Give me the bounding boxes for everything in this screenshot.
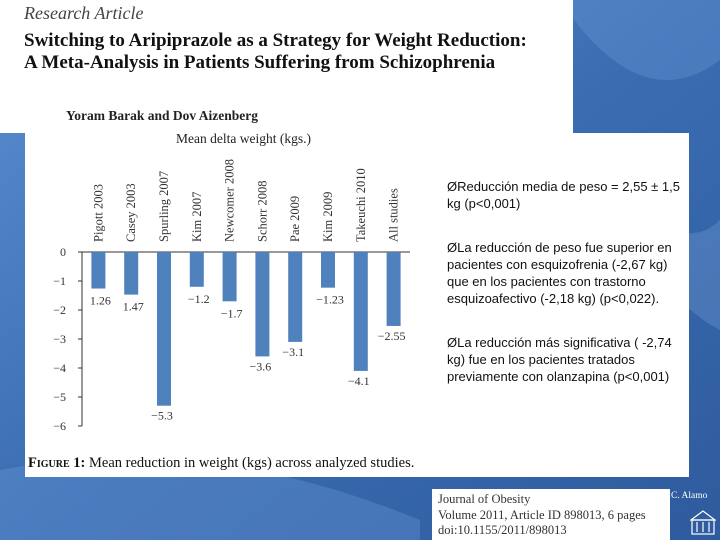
article-title-line-2: A Meta-Analysis in Patients Suffering fr… [24,52,496,73]
chart-data-label: −1.2 [188,292,210,306]
chart-y-tick-label: −3 [53,332,66,346]
chart-category-label: All studies [387,188,401,242]
chart-category-label: Spurling 2007 [157,171,171,242]
chart-y-tick-label: 0 [60,245,66,259]
figure-caption-label: Figure 1: [28,455,86,471]
chart-data-label: −3.1 [282,345,304,359]
chart-bar [255,252,270,357]
journal-name: Journal of Obesity [438,492,531,506]
bullet-olanzapina: ØLa reducción más significativa ( -2,74 … [447,335,672,384]
chart-y-tick-label: −5 [53,390,66,404]
chart-y-tick-label: −6 [53,419,66,433]
chart-category-label: Schorr 2008 [255,181,269,242]
article-type: Research Article [24,3,144,23]
chart-category-label: Newcomer 2008 [223,159,237,242]
chart-category-label: Pae 2009 [288,196,302,242]
journal-volume: Volume 2011, Article ID 898013, 6 pages [438,507,646,522]
chart-data-label: −4.1 [348,374,370,388]
figure-caption: Figure 1: Mean reduction in weight (kgs)… [28,455,414,472]
summary-bullets: ØReducción media de peso = 2,55 ± 1,5 kg… [447,178,687,412]
chart-category-label: Kim 2009 [321,192,335,242]
chart-data-label: −1.23 [316,293,344,307]
chart-category-label: Takeuchi 2010 [354,168,368,242]
chart-y-tick-label: −2 [53,303,66,317]
chart-bar [386,252,401,326]
bullet-schizophrenia-vs-schizoaffective: ØLa reducción de peso fue superior en pa… [447,240,672,306]
chart-y-tick-label: −4 [53,361,66,375]
journal-doi: doi:10.1155/2011/898013 [438,523,567,537]
chart-bar [321,252,335,288]
chart-bar [124,252,139,295]
chart-data-label: −3.6 [250,359,272,373]
article-title-line-1: Switching to Aripiprazole as a Strategy … [24,30,527,51]
article-title: Switching to Aripiprazole as a Strategy … [24,30,572,74]
chart-data-label: −5.3 [151,409,173,423]
chart-data-label: −1.7 [221,306,243,320]
chart-bar [288,252,303,342]
chart-data-label: −2.55 [378,329,406,343]
chart-category-label: Pigott 2003 [91,184,105,242]
figure-caption-text: Mean reduction in weight (kgs) across an… [85,455,415,471]
chart-bar [157,252,171,406]
presenter-name: C. Alamo [671,491,708,501]
chart-y-tick-label: −1 [53,274,66,288]
chart-data-label: 1.26 [90,294,111,308]
article-header: Research Article Switching to Aripiprazo… [0,0,573,133]
bullet-mean-reduction: ØReducción media de peso = 2,55 ± 1,5 kg… [447,179,680,211]
journal-citation-box: Journal of Obesity Volume 2011, Article … [432,489,670,540]
institution-logo-icon [690,510,716,535]
chart-data-label: 1.47 [123,300,144,314]
article-authors: Yoram Barak and Dov Aizenberg [66,108,258,123]
chart-y-axis-label: Mean delta weight (kgs.) [176,131,311,146]
chart-bar [353,252,368,371]
chart-category-label: Casey 2003 [124,183,138,242]
chart-bar [189,252,204,287]
chart-bar [91,252,106,289]
weight-reduction-bar-chart: 0 −1 −2 −3 −4 −5 −6 Pigott 2003 1.26 Casey 2003 1.… [53,159,410,433]
chart-category-label: Kim 2007 [190,192,204,242]
chart-bar [222,252,237,302]
